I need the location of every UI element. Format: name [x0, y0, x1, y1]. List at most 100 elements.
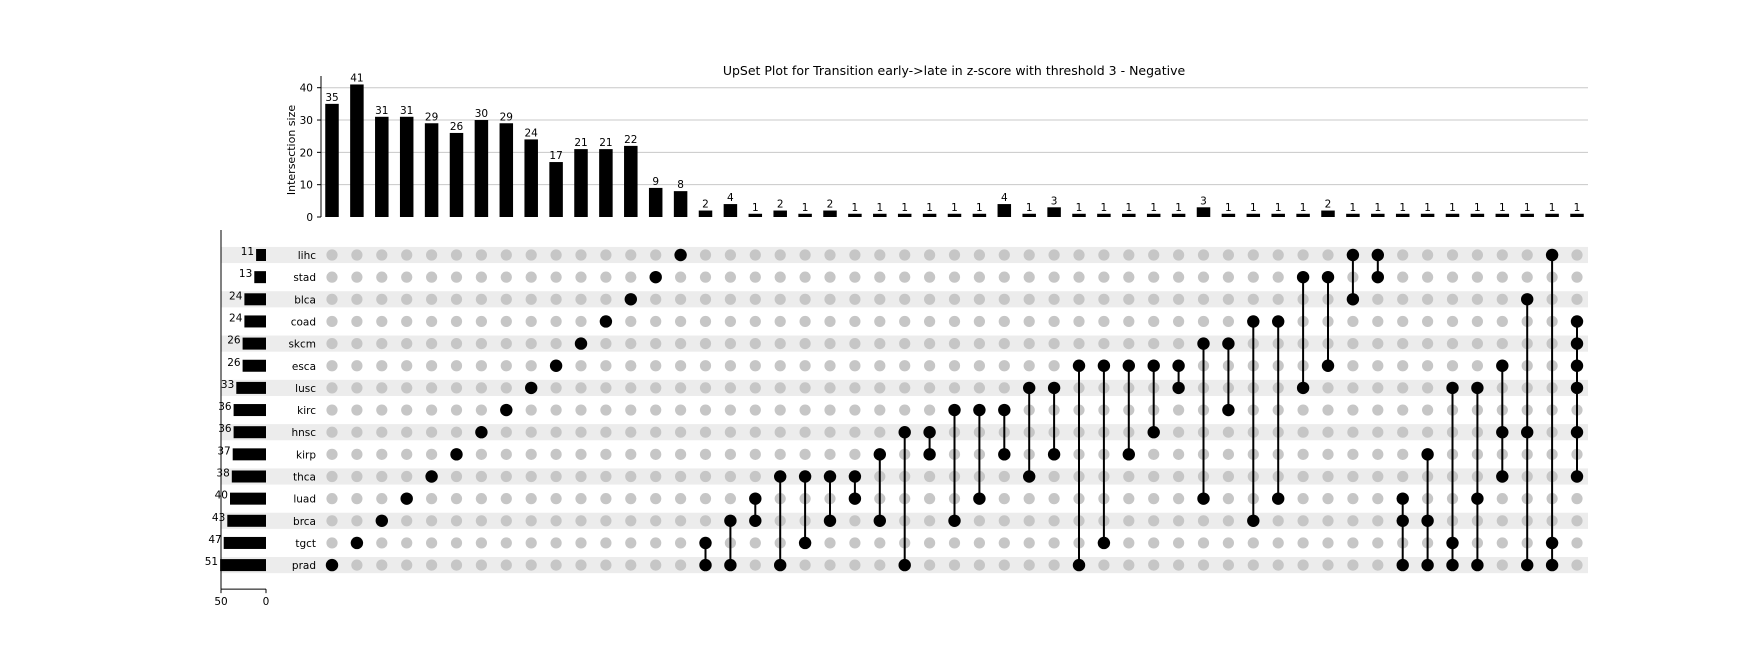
matrix-dot-inactive [1048, 271, 1060, 283]
matrix-dot-inactive [1297, 493, 1309, 505]
matrix-dot-inactive [650, 448, 662, 460]
matrix-dot-inactive [600, 448, 612, 460]
set-size-value: 26 [227, 357, 241, 369]
bar-value-label: 1 [1374, 202, 1381, 214]
matrix-dot-inactive [426, 315, 438, 328]
matrix-dot-inactive [376, 249, 388, 261]
matrix-dot-inactive [824, 271, 836, 283]
matrix-dot-inactive [625, 493, 637, 505]
matrix-dot-active [375, 514, 388, 527]
matrix-dot-inactive [1297, 515, 1309, 527]
matrix-dot-active [325, 558, 339, 572]
set-size-value: 51 [205, 556, 218, 568]
matrix-dot-inactive [351, 249, 363, 261]
bar-value-label: 35 [325, 92, 338, 104]
matrix-dot-inactive [1197, 271, 1210, 283]
set-size-bar [244, 315, 266, 328]
matrix-dot-inactive [1422, 426, 1434, 438]
matrix-dot-inactive [1173, 559, 1185, 571]
matrix-dot-inactive [500, 293, 512, 305]
matrix-dot-inactive [948, 293, 961, 305]
matrix-dot-inactive [1397, 271, 1409, 283]
matrix-dot-inactive [1496, 249, 1508, 261]
matrix-dot-inactive [973, 515, 986, 527]
matrix-dot-active [724, 514, 737, 527]
matrix-dot-inactive [1297, 448, 1309, 460]
matrix-dot-inactive [973, 338, 986, 350]
set-name-label: prad [292, 560, 316, 572]
matrix-dot-inactive [1123, 338, 1135, 350]
matrix-dot-inactive [326, 404, 338, 416]
matrix-dot-inactive [650, 537, 662, 549]
intersection-bar [1545, 213, 1559, 217]
matrix-dot-inactive [675, 426, 687, 438]
matrix-dot-active [1521, 558, 1534, 572]
matrix-dot-active [1346, 293, 1360, 306]
matrix-dot-inactive [1347, 515, 1359, 527]
matrix-dot-inactive [749, 249, 761, 261]
bar-value-label: 17 [549, 150, 562, 162]
matrix-dot-inactive [749, 470, 761, 483]
matrix-dot-inactive [799, 448, 811, 460]
matrix-dot-inactive [401, 271, 413, 283]
matrix-dot-inactive [924, 382, 936, 394]
matrix-dot-inactive [475, 360, 487, 372]
matrix-dot-inactive [326, 426, 338, 438]
matrix-dot-inactive [874, 360, 886, 372]
matrix-dot-active [1122, 359, 1136, 372]
matrix-dot-inactive [699, 493, 712, 505]
matrix-dot-inactive [351, 559, 363, 571]
matrix-dot-inactive [724, 360, 737, 372]
matrix-dot-inactive [376, 448, 388, 460]
matrix-dot-inactive [600, 338, 612, 350]
intersection-bar [648, 187, 663, 217]
matrix-dot-inactive [948, 271, 961, 283]
matrix-dot-active [973, 492, 986, 505]
matrix-dot-inactive [973, 360, 986, 372]
matrix-dot-inactive [1023, 515, 1035, 527]
matrix-dot-inactive [1322, 448, 1334, 460]
matrix-dot-inactive [625, 249, 637, 261]
matrix-dot-inactive [998, 515, 1010, 527]
matrix-dot-inactive [1297, 470, 1309, 483]
matrix-dot-inactive [1347, 382, 1359, 394]
matrix-dot-active [1197, 337, 1210, 350]
matrix-dot-inactive [376, 382, 388, 394]
matrix-dot-inactive [1073, 293, 1085, 305]
matrix-dot-active [1272, 315, 1285, 328]
matrix-dot-inactive [1422, 360, 1434, 372]
matrix-dot-inactive [749, 338, 761, 350]
matrix-dot-inactive [1397, 360, 1409, 372]
matrix-dot-inactive [1173, 338, 1185, 350]
bar-value-label: 1 [1549, 202, 1556, 214]
matrix-dot-inactive [1446, 338, 1459, 350]
matrix-dot-inactive [899, 315, 911, 328]
matrix-dot-inactive [1023, 493, 1035, 505]
bar-value-label: 1 [1300, 202, 1307, 214]
matrix-dot-inactive [924, 493, 936, 505]
matrix-dot-inactive [998, 382, 1010, 394]
matrix-dot-inactive [1148, 271, 1160, 283]
matrix-dot-inactive [650, 360, 662, 372]
matrix-dot-inactive [450, 382, 463, 394]
set-name-label: thca [293, 472, 316, 484]
matrix-dot-inactive [600, 426, 612, 438]
matrix-dot-inactive [625, 338, 637, 350]
matrix-dot-inactive [1098, 338, 1110, 350]
matrix-dot-inactive [749, 448, 761, 460]
matrix-dot-inactive [1397, 448, 1409, 460]
matrix-dot-inactive [1048, 515, 1060, 527]
matrix-dot-inactive [1197, 293, 1210, 305]
matrix-dot-active [1172, 381, 1185, 395]
matrix-dot-inactive [799, 271, 811, 283]
matrix-dot-inactive [650, 338, 662, 350]
matrix-dot-inactive [1173, 448, 1185, 460]
matrix-dot-inactive [1073, 249, 1085, 261]
matrix-dot-inactive [401, 559, 413, 571]
matrix-dot-inactive [525, 338, 537, 350]
matrix-dot-inactive [426, 559, 438, 571]
matrix-dot-inactive [1098, 315, 1110, 328]
matrix-dot-inactive [849, 404, 861, 416]
matrix-dot-active [1570, 315, 1584, 328]
matrix-dot-inactive [625, 470, 637, 483]
